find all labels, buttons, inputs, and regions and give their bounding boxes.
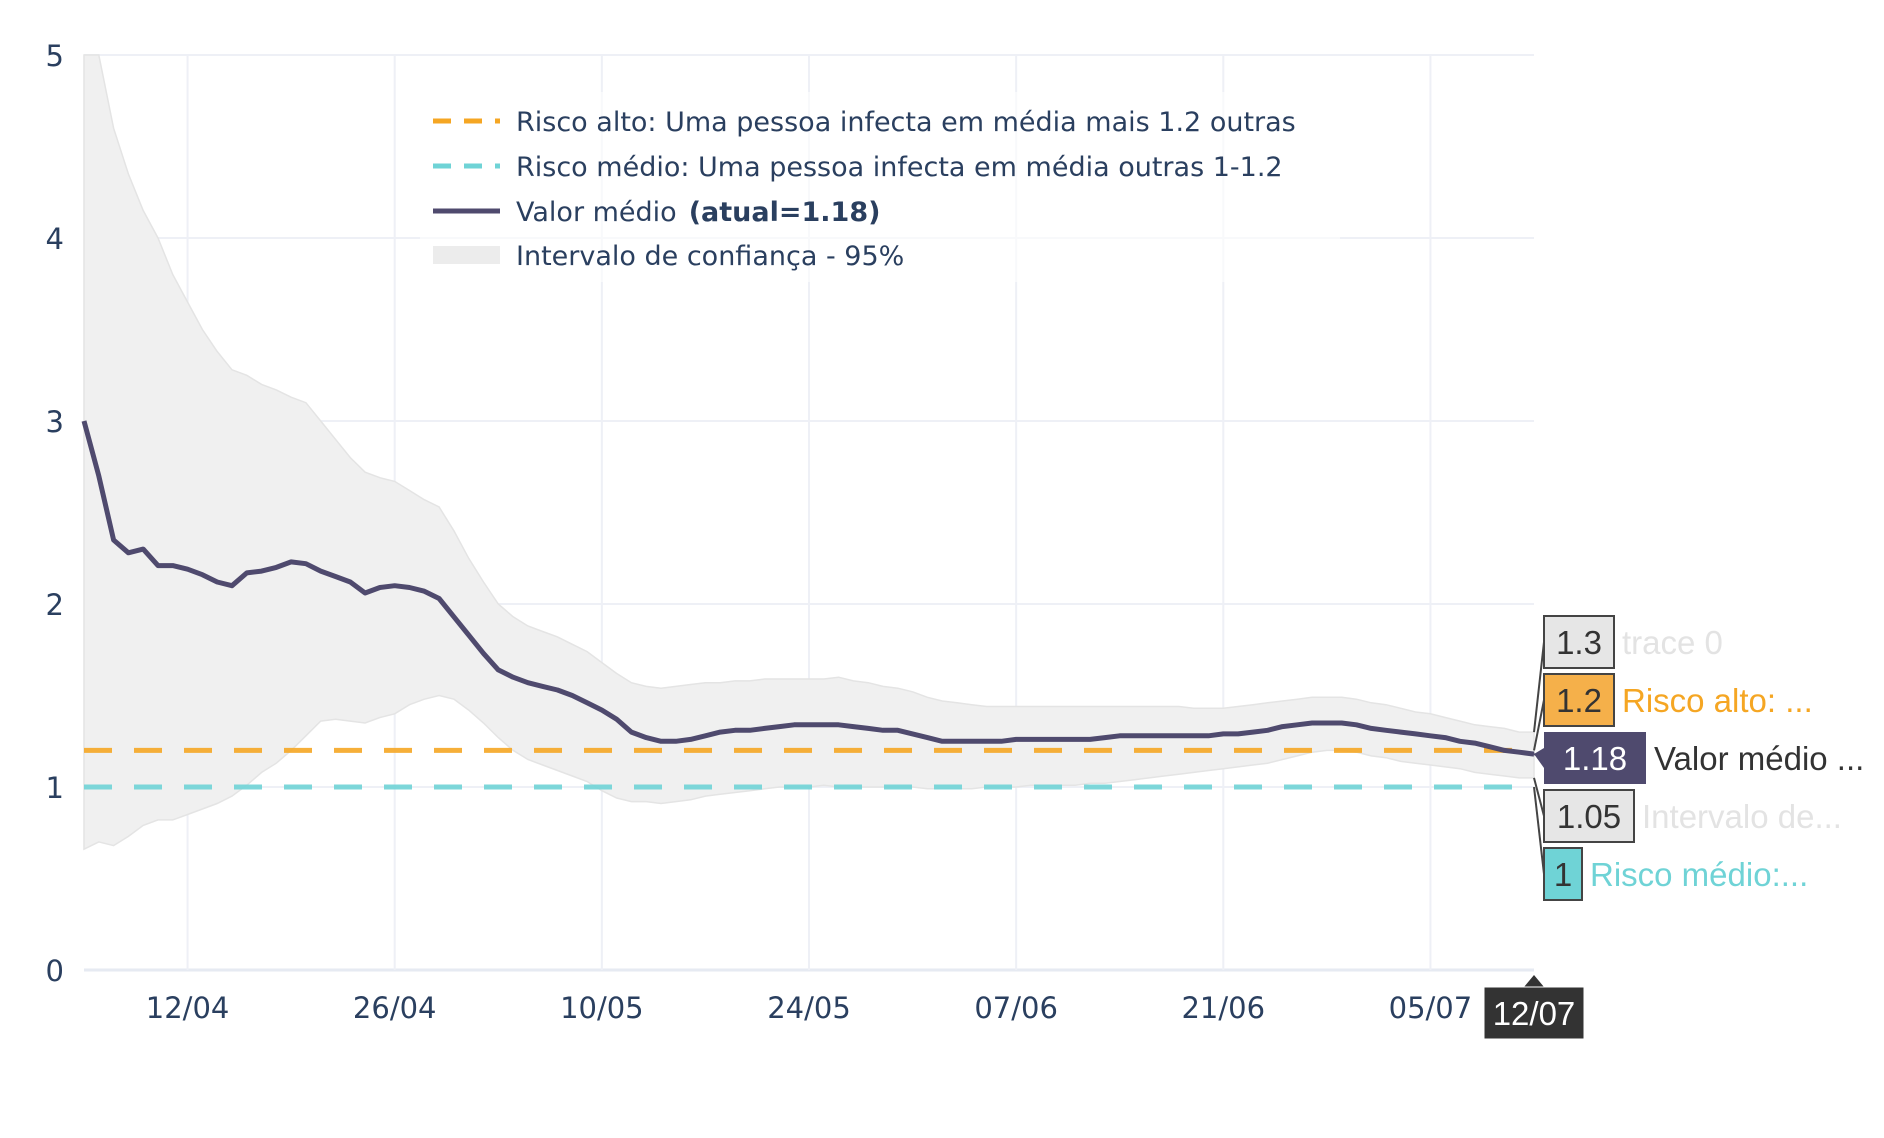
hover-box-0 [1543, 615, 1615, 669]
legend-label-risco-alto: Risco alto: Uma pessoa infecta em média … [516, 107, 1296, 138]
hover-connector-3 [1533, 777, 1545, 817]
x-tick-label-05-07: 05/07 [1389, 991, 1473, 1025]
hover-label-1: Risco alto: ... [1622, 682, 1813, 719]
legend-label-intervalo: Intervalo de confiança - 95% [516, 241, 904, 272]
hover-box-1 [1543, 673, 1615, 727]
legend-background [420, 92, 1340, 282]
hover-tooltip-layer: 12/07 1.3 trace 0 1.2 Risco alto: ... 1.18 Val… [1483, 615, 1864, 1040]
x-tick-label-10-05: 10/05 [560, 991, 644, 1025]
hover-connector-4 [1533, 786, 1545, 875]
risk-lines-layer [84, 747, 1534, 790]
x-axis-ticks: 12/04 26/04 10/05 24/05 07/06 21/06 05/07 [146, 991, 1472, 1025]
mean-line-layer [81, 420, 1535, 757]
hover-value-4: 1 [1554, 856, 1572, 893]
legend-item-risco-alto[interactable]: Risco alto: Uma pessoa infecta em média … [433, 107, 1296, 138]
hover-x-pointer [1524, 975, 1544, 987]
hover-box-4 [1543, 847, 1583, 901]
legend-item-risco-medio[interactable]: Risco médio: Uma pessoa infecta em média… [433, 152, 1283, 183]
x-tick-label-26-04: 26/04 [353, 991, 437, 1025]
hover-pointer-2 [1534, 748, 1544, 768]
hover-connector-1 [1533, 699, 1545, 751]
mean-line [81, 420, 1535, 757]
hover-value-3: 1.05 [1557, 798, 1621, 835]
legend: Risco alto: Uma pessoa infecta em média … [420, 92, 1340, 282]
hover-label-4: Risco médio:... [1590, 856, 1808, 893]
legend-item-intervalo[interactable]: Intervalo de confiança - 95% [433, 241, 904, 272]
y-tick-label-4: 4 [46, 222, 64, 256]
y-tick-label-0: 0 [46, 954, 64, 988]
y-axis-ticks: 0 1 2 3 4 5 [46, 39, 64, 988]
hover-x-box [1483, 986, 1585, 1040]
legend-label-valor-medio-current: (atual=1.18) [689, 197, 881, 228]
legend-label-valor-medio-name: Valor médio [516, 197, 677, 228]
x-tick-label-21-06: 21/06 [1181, 991, 1265, 1025]
hover-label-0: trace 0 [1622, 624, 1723, 661]
legend-label-valor-medio: Valor médio (atual=1.18) [516, 197, 880, 228]
y-tick-label-5: 5 [46, 39, 64, 73]
y-tick-label-3: 3 [46, 405, 64, 439]
y-tick-label-2: 2 [46, 588, 64, 622]
hover-label-2: Valor médio ... [1654, 740, 1864, 777]
hover-x-label: 12/07 [1493, 995, 1576, 1032]
legend-swatch-intervalo [433, 246, 500, 264]
x-tick-label-24-05: 24/05 [767, 991, 851, 1025]
x-tick-label-07-06: 07/06 [974, 991, 1058, 1025]
legend-item-valor-medio[interactable]: Valor médio (atual=1.18) [433, 197, 880, 228]
x-tick-label-12-04: 12/04 [146, 991, 230, 1025]
y-tick-label-1: 1 [46, 771, 64, 805]
hover-value-2: 1.18 [1563, 740, 1627, 777]
hover-box-2 [1544, 732, 1646, 784]
hover-value-0: 1.3 [1556, 624, 1602, 661]
hover-connector-0 [1533, 641, 1545, 733]
hover-label-3: Intervalo de... [1642, 798, 1842, 835]
legend-label-risco-medio: Risco médio: Uma pessoa infecta em média… [516, 152, 1283, 183]
hover-value-1: 1.2 [1556, 682, 1602, 719]
hover-box-3 [1543, 789, 1635, 843]
